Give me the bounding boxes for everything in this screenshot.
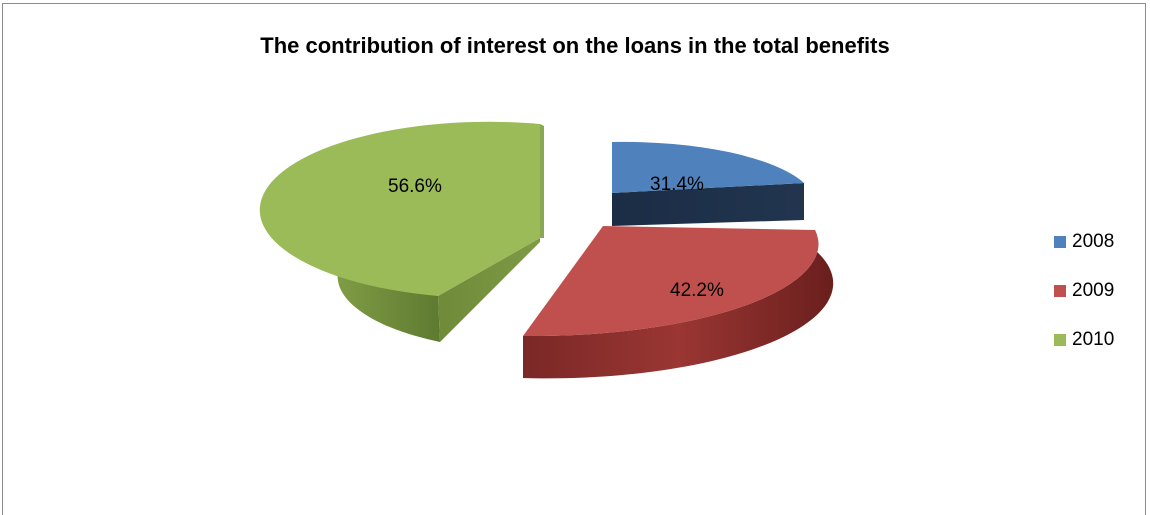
- legend-label-2008: 2008: [1072, 230, 1115, 252]
- pie-slice-side-2009-0: [523, 230, 834, 379]
- legend-swatch-2010: [1054, 333, 1066, 346]
- pie-slice-side-2010-2: [540, 124, 544, 238]
- legend-item-2008: 2008: [1054, 230, 1114, 253]
- legend-swatch-2009: [1054, 284, 1066, 297]
- legend-item-2010: 2010: [1054, 328, 1114, 351]
- legend-swatch-2008: [1054, 235, 1066, 248]
- pie-slice-2008: [612, 141, 804, 193]
- legend-label-2009: 2009: [1072, 279, 1115, 301]
- data-label-2010: 56.6%: [388, 176, 442, 197]
- pie-slice-2010: [259, 121, 540, 296]
- legend-label-2010: 2010: [1072, 328, 1115, 350]
- chart-title: The contribution of interest on the loan…: [260, 33, 890, 58]
- data-label-2008: 31.4%: [650, 174, 704, 195]
- data-label-2009: 42.2%: [670, 280, 724, 301]
- pie-slice-side-2008-0: [612, 183, 804, 226]
- chart-legend: 2008 2009 2010: [1054, 230, 1114, 377]
- chart-area-border: [2, 3, 1146, 515]
- pie-slice-2009: [523, 226, 819, 337]
- legend-item-2009: 2009: [1054, 279, 1114, 302]
- pie-slice-side-2010-1: [438, 124, 540, 342]
